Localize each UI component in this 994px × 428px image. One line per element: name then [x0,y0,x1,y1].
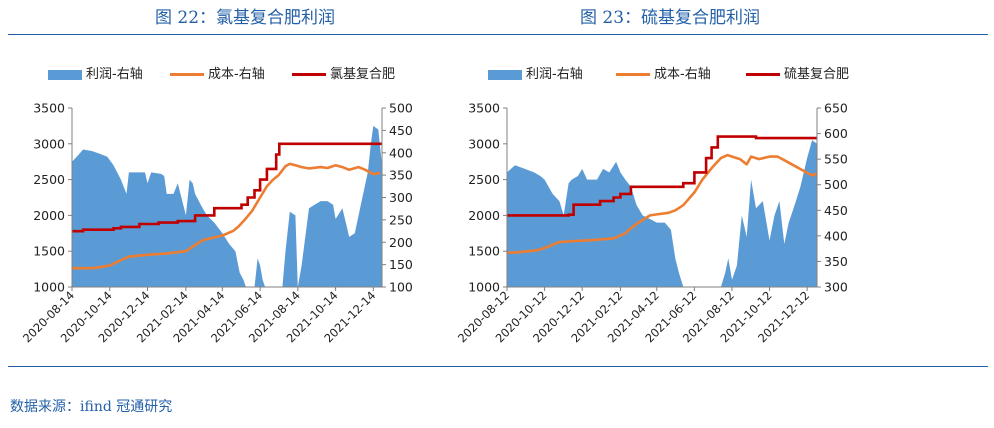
legend-swatch-profit [48,70,82,80]
right-tick-label: 450 [824,203,848,218]
chart-sulfur-fertilizer: 1000 1500 2000 2500 3000 3500 300 350 400 450 500 5… [455,101,848,346]
right-tick-label: 450 [389,123,413,138]
legend-swatch-profit [488,70,522,80]
left-tick-label: 2500 [33,172,65,187]
left-tick-label: 3500 [33,101,65,116]
right-tick-label: 400 [824,228,848,243]
left-tick-label: 3500 [468,101,500,116]
right-tick-label: 350 [824,254,848,269]
right-tick-label: 300 [389,190,413,205]
figure-title-chlorine: 图 22：氯基复合肥利润 [155,8,336,28]
legend-swatch-cost [616,73,650,76]
right-tick-label: 300 [824,280,848,295]
right-tick-label: 150 [389,257,413,272]
right-tick-label: 650 [824,101,848,116]
left-tick-label: 1500 [33,244,65,259]
right-tick-label: 500 [824,177,848,192]
legend-label-cost: 成本-右轴 [654,67,711,82]
legend-chlorine: 利润-右轴 成本-右轴 氯基复合肥 [48,66,448,84]
left-tick-label: 1500 [468,244,500,259]
right-tick-label: 350 [389,168,413,183]
data-source: 数据来源：ifind 冠通研究 [10,399,173,415]
right-tick-label: 100 [389,280,413,295]
legend-sulfur: 利润-右轴 成本-右轴 硫基复合肥 [488,66,908,84]
legend-label-profit: 利润-右轴 [526,67,583,82]
right-tick-label: 600 [824,126,848,141]
left-tick-label: 2000 [33,208,65,223]
right-tick-label: 200 [389,235,413,250]
legend-label-profit: 利润-右轴 [86,67,143,82]
left-tick-label: 1000 [33,280,65,295]
legend-label-cost: 成本-右轴 [208,67,265,82]
series-line-cost [506,153,818,254]
right-tick-label: 250 [389,212,413,227]
right-tick-label: 500 [389,101,413,116]
left-tick-label: 3000 [33,136,65,151]
left-tick-label: 1000 [468,280,500,295]
legend-swatch-price [292,73,326,76]
chart-chlorine-fertilizer: 1000 1500 2000 2500 3000 3500 100 150 200 250 300 3… [20,101,413,346]
right-tick-label: 400 [389,145,413,160]
right-tick-label: 550 [824,152,848,167]
left-tick-label: 3000 [468,136,500,151]
bottom-divider [8,366,988,367]
legend-label-price: 硫基复合肥 [784,67,850,82]
left-tick-label: 2500 [468,172,500,187]
series-line-cost [72,162,381,270]
series-step-price [507,135,817,217]
legend-swatch-price [746,73,780,76]
left-tick-label: 2000 [468,208,500,223]
series-step-price [72,142,382,233]
legend-label-price: 氯基复合肥 [330,67,396,82]
figure-title-sulfur: 图 23：硫基复合肥利润 [580,8,761,28]
series-area-profit [72,125,382,288]
series-area-profit [507,140,817,287]
title-divider [8,34,988,35]
legend-swatch-cost [170,73,204,76]
